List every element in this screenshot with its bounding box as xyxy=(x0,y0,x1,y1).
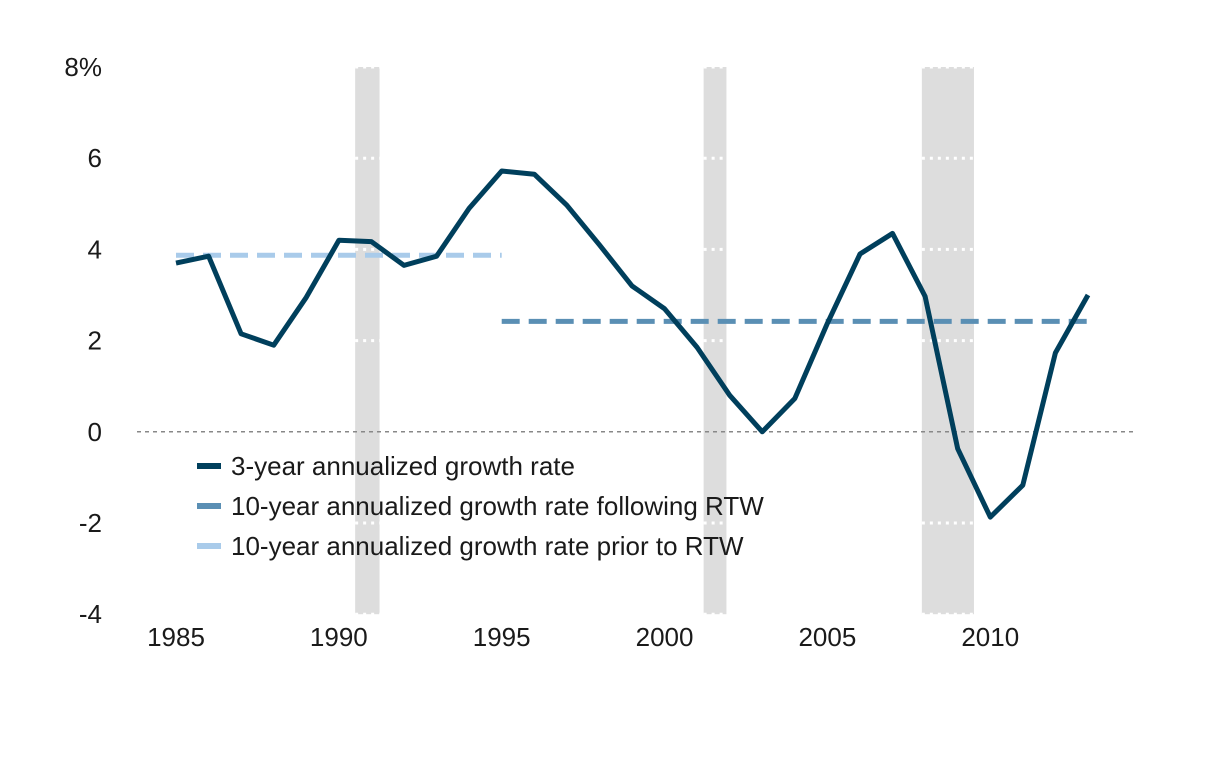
y-axis-labels: -4 -2 0 2 4 6 8% xyxy=(64,52,102,629)
legend-label-3yr: 3-year annualized growth rate xyxy=(231,451,575,481)
recession-band-1 xyxy=(703,67,727,615)
x-tick-label: 1995 xyxy=(473,622,531,652)
legend: 3-year annualized growth rate 10-year an… xyxy=(197,451,764,561)
x-tick-label: 1990 xyxy=(310,622,368,652)
legend-label-following: 10-year annualized growth rate following… xyxy=(231,491,764,521)
shading-gridlines xyxy=(355,65,974,616)
x-tick-label: 1985 xyxy=(147,622,205,652)
legend-label-prior: 10-year annualized growth rate prior to … xyxy=(231,531,744,561)
y-tick-label: 6 xyxy=(88,143,102,173)
y-tick-label: 4 xyxy=(88,234,102,264)
y-tick-label: 2 xyxy=(88,326,102,356)
series-line-0 xyxy=(175,168,1091,520)
x-axis-labels: 1985 1990 1995 2000 2005 2010 xyxy=(147,622,1019,652)
y-tick-label: -2 xyxy=(79,508,102,538)
series-lines xyxy=(175,168,1091,520)
y-tick-label: 0 xyxy=(88,417,102,447)
y-tick-label: -4 xyxy=(79,599,102,629)
x-tick-label: 2000 xyxy=(636,622,694,652)
x-tick-label: 2010 xyxy=(961,622,1019,652)
y-tick-label: 8% xyxy=(64,52,102,82)
recession-band-0 xyxy=(355,67,380,615)
x-tick-label: 2005 xyxy=(798,622,856,652)
